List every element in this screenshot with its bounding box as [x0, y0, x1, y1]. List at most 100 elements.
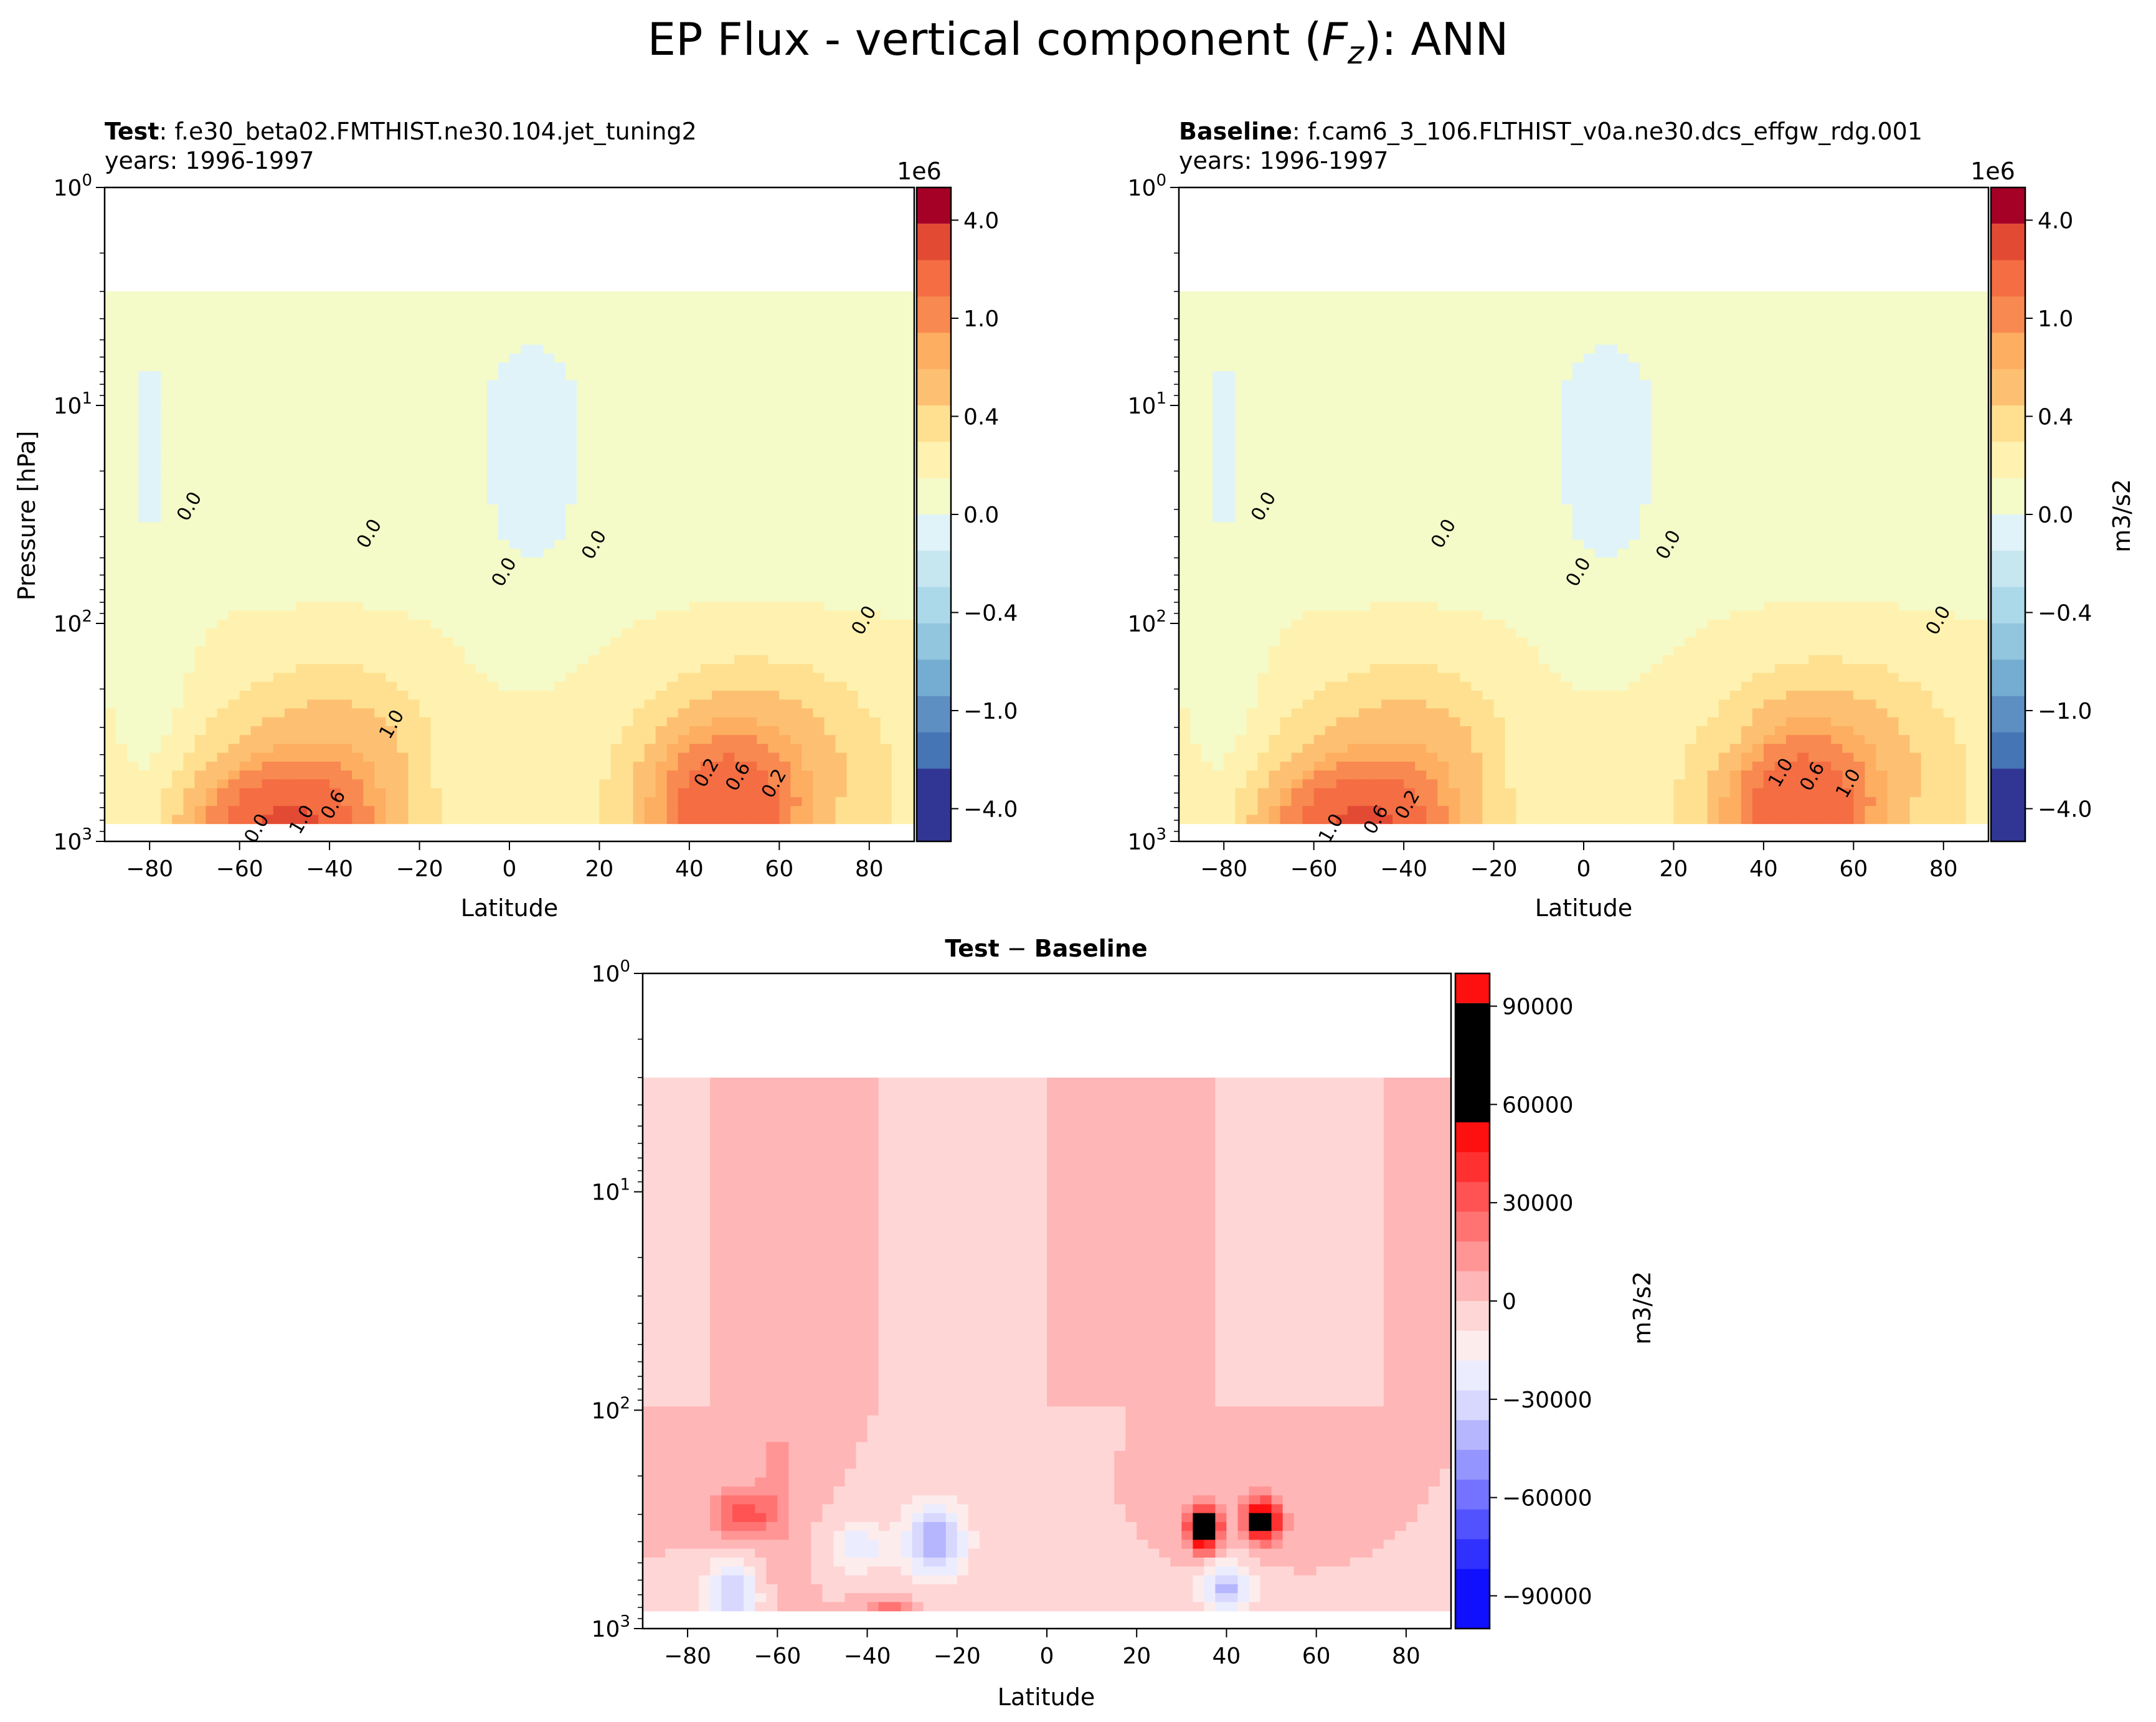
test-field-cell — [835, 344, 848, 354]
test-field-cell — [430, 300, 443, 310]
test-field-cell — [835, 699, 848, 709]
test-field-cell — [846, 593, 859, 603]
test-field-cell — [521, 389, 532, 399]
test-field-cell — [329, 451, 341, 461]
test-field-cell — [116, 681, 128, 691]
test-field-cell — [689, 584, 701, 594]
test-field-cell — [712, 815, 724, 825]
test-field-cell — [239, 549, 252, 558]
test-field-cell — [610, 752, 623, 762]
test-field-cell — [442, 628, 454, 638]
test-field-cell — [779, 762, 791, 771]
test-field-cell — [262, 664, 274, 674]
baseline-field-cell — [1190, 762, 1202, 771]
test-field-cell — [599, 770, 612, 780]
test-field-cell — [509, 407, 521, 416]
test-field-cell — [858, 620, 870, 629]
test-field-cell — [127, 673, 139, 683]
test-field-cell — [689, 620, 701, 629]
test-field-cell — [138, 451, 150, 461]
test-field-cell — [318, 691, 330, 700]
test-field-cell — [498, 637, 510, 647]
test-field-cell — [723, 762, 735, 771]
test-field-cell — [228, 717, 240, 727]
baseline-field-cell — [1257, 522, 1270, 532]
test-field-cell — [419, 681, 432, 691]
test-field-cell — [790, 424, 803, 434]
test-field-cell — [486, 442, 499, 452]
test-field-cell — [757, 362, 768, 372]
test-field-cell — [779, 681, 791, 691]
test-field-cell — [318, 575, 330, 585]
test-field-cell — [509, 735, 521, 744]
test-field-cell — [869, 327, 881, 336]
test-field-cell — [464, 371, 476, 381]
test-field-cell — [273, 708, 285, 718]
test-field-cell — [655, 389, 668, 399]
baseline-field-cell — [1235, 549, 1247, 558]
test-field-cell — [419, 735, 432, 744]
test-field-cell — [588, 557, 600, 567]
test-field-cell — [846, 770, 859, 780]
test-field-cell — [105, 655, 116, 665]
test-field-cell — [250, 752, 263, 762]
test-field-cell — [633, 353, 645, 363]
test-field-cell — [655, 752, 668, 762]
test-field-cell — [678, 593, 690, 603]
test-field-cell — [835, 513, 848, 523]
test-field-cell — [588, 575, 600, 585]
test-field-cell — [734, 291, 746, 301]
test-field-cell — [532, 380, 544, 390]
baseline-field-cell — [1235, 407, 1247, 416]
test-field-cell — [790, 486, 803, 496]
baseline-field-cell — [1213, 575, 1224, 585]
test-field-cell — [262, 380, 274, 390]
test-field-cell — [149, 664, 161, 674]
test-field-cell — [565, 628, 577, 638]
baseline-field-cell — [1201, 655, 1213, 665]
baseline-field-cell — [1235, 300, 1247, 310]
test-field-cell — [554, 779, 566, 789]
test-field-cell — [902, 602, 915, 612]
test-field-cell — [869, 451, 881, 461]
test-field-cell — [295, 770, 308, 780]
test-field-cell — [284, 681, 296, 691]
test-field-cell — [105, 584, 116, 594]
test-field-cell — [509, 744, 521, 754]
test-field-cell — [498, 291, 510, 301]
test-field-cell — [588, 504, 600, 514]
test-field-cell — [891, 415, 904, 425]
baseline-field-cell — [1235, 513, 1247, 523]
test-field-cell — [779, 371, 791, 381]
test-field-cell — [408, 717, 420, 727]
test-field-cell — [858, 584, 870, 594]
test-field-cell — [295, 433, 308, 443]
test-field-cell — [858, 415, 870, 425]
test-field-cell — [666, 620, 679, 629]
test-field-cell — [430, 806, 443, 815]
test-field-cell — [475, 664, 488, 674]
test-field-cell — [206, 620, 218, 629]
test-field-cell — [318, 752, 330, 762]
test-field-cell — [824, 708, 836, 718]
test-panel-title: Test: f.e30_beta02.FMTHIST.ne30.104.jet_… — [105, 118, 697, 145]
test-field-cell — [779, 513, 791, 523]
test-field-cell — [521, 557, 532, 567]
test-field-cell — [599, 610, 612, 620]
test-field-cell — [453, 336, 465, 345]
test-field-cell — [307, 336, 319, 345]
test-field-cell — [453, 726, 465, 736]
test-field-cell — [318, 433, 330, 443]
test-field-cell — [430, 673, 443, 683]
test-field-cell — [869, 717, 881, 727]
test-field-cell — [408, 788, 420, 798]
baseline-field-cell — [1257, 752, 1270, 762]
baseline-field-cell — [1257, 806, 1270, 815]
test-field-cell — [891, 424, 904, 434]
baseline-field-cell — [1246, 646, 1258, 656]
test-field-cell — [295, 336, 308, 345]
test-field-cell — [700, 486, 712, 496]
test-field-cell — [318, 806, 330, 815]
test-field-cell — [105, 549, 116, 558]
test-field-cell — [318, 344, 330, 354]
